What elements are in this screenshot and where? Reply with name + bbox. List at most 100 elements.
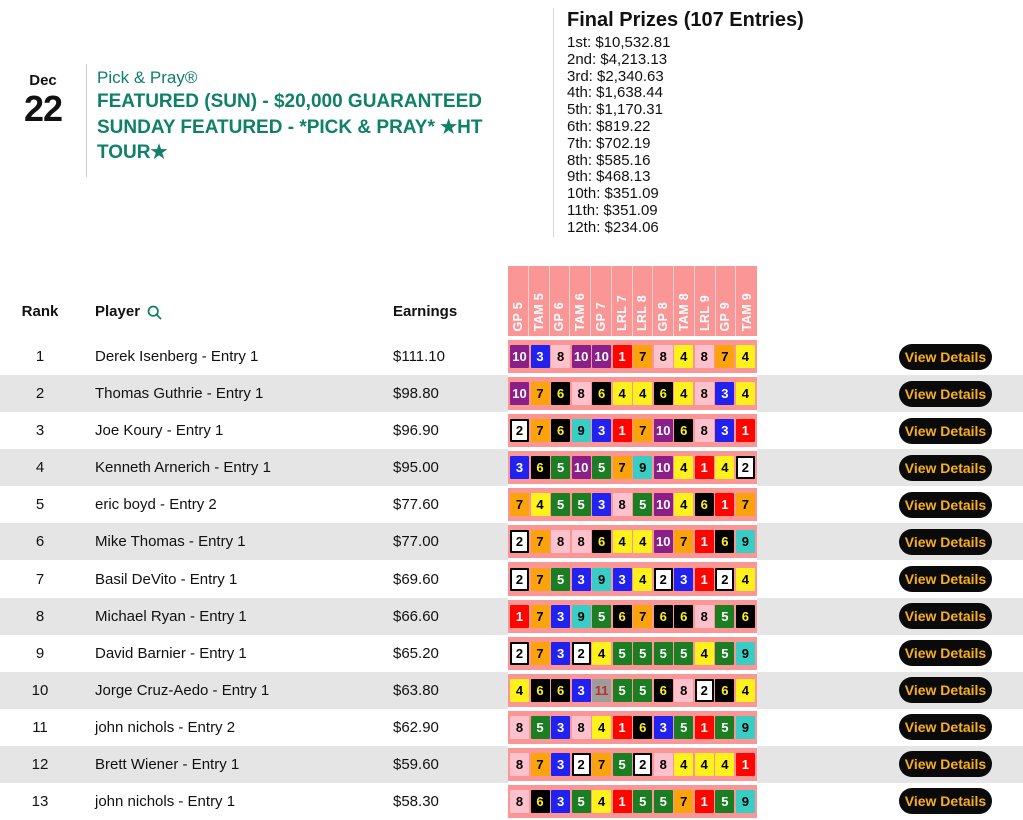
view-details-button[interactable]: View Details — [899, 640, 992, 667]
pick-cell: 4 — [715, 456, 735, 480]
table-row: 4 Kenneth Arnerich - Entry 1 $95.00 3 6 5 10 5 7… — [0, 449, 1023, 487]
player-cell: Joe Koury - Entry 1 — [95, 422, 224, 440]
pick-cell: 2 — [510, 641, 529, 665]
view-details-button[interactable]: View Details — [899, 454, 992, 481]
view-details-button[interactable]: View Details — [899, 714, 992, 741]
pick-cell: 7 — [633, 345, 653, 369]
table-row: 1 Derek Isenberg - Entry 1 $111.10 10 3 8 10 10… — [0, 338, 1023, 376]
prize-line: 6th: $819.22 — [567, 117, 651, 135]
table-row: 11 john nichols - Entry 2 $62.90 8 5 3 8 4 1 6 3 5 1… — [0, 708, 1023, 746]
player-cell: Michael Ryan - Entry 1 — [95, 607, 247, 625]
player-cell: Thomas Guthrie - Entry 1 — [95, 385, 264, 403]
player-cell: Derek Isenberg - Entry 1 — [95, 348, 259, 366]
pick-cell: 3 — [592, 493, 612, 517]
view-details-button[interactable]: View Details — [899, 566, 992, 592]
pick-cell: 2 — [633, 752, 653, 776]
pick-cell: 3 — [551, 641, 571, 665]
pick-cell: 3 — [715, 419, 735, 443]
pick-cell: 8 — [510, 789, 529, 813]
pick-cell: 4 — [510, 678, 529, 702]
pick-cell: 6 — [551, 419, 571, 443]
column-header-earnings: Earnings — [393, 303, 458, 320]
pick-cell: 4 — [674, 382, 694, 406]
pick-cell: 10 — [653, 419, 673, 443]
view-details-button[interactable]: View Details — [899, 677, 992, 704]
table-row: 12 Brett Wiener - Entry 1 $59.60 8 7 3 2 7 5 2 8 4 4… — [0, 745, 1023, 783]
prize-line: 5th: $1,170.31 — [567, 101, 663, 119]
pick-cell: 7 — [674, 530, 694, 554]
view-details-button[interactable]: View Details — [899, 788, 992, 815]
pick-cell: 1 — [612, 345, 632, 369]
rank-cell: 8 — [35, 607, 45, 625]
pick-cell: 4 — [715, 752, 735, 776]
pick-cell: 1 — [510, 604, 529, 628]
pick-cell: 6 — [551, 382, 571, 406]
pick-cell: 6 — [592, 382, 612, 406]
pick-cell: 6 — [633, 715, 653, 739]
column-header-player: Player — [95, 303, 162, 321]
pick-cell: 9 — [571, 419, 591, 443]
pick-cell: 10 — [510, 345, 529, 369]
pick-cell: 2 — [510, 419, 529, 443]
pick-cell: 5 — [571, 789, 591, 813]
pick-cell: 7 — [510, 493, 529, 517]
pick-cell: 5 — [633, 789, 653, 813]
rank-cell: 9 — [35, 644, 45, 662]
view-details-button[interactable]: View Details — [899, 528, 992, 555]
track-header: GP 5 TAM 5 GP 6 TAM 6 GP 7 LRL 7 LRL 8 GP 8 TAM … — [508, 266, 757, 336]
pick-cell: 4 — [633, 530, 653, 554]
view-details-button[interactable]: View Details — [899, 603, 992, 630]
view-details-button[interactable]: View Details — [899, 343, 992, 370]
track-column-label: LRL 7 — [614, 295, 629, 331]
pick-cell: 7 — [530, 752, 550, 776]
table-row: 8 Michael Ryan - Entry 1 $66.60 1 7 3 9 5 6 7 6 6 8 5… — [0, 597, 1023, 635]
track-column-header: TAM 8 — [674, 266, 695, 336]
pick-cell: 5 — [715, 604, 735, 628]
pick-cell: 8 — [694, 345, 714, 369]
view-details-button[interactable]: View Details — [899, 417, 992, 444]
pick-cell: 10 — [653, 456, 673, 480]
prize-line: 8th: $585.16 — [567, 151, 651, 169]
pick-cell: 3 — [653, 715, 673, 739]
track-column-label: GP 6 — [552, 301, 567, 331]
picks-strip: 4 6 6 3 11 5 5 6 8 2 6 4 — [508, 671, 757, 709]
view-details-button[interactable]: View Details — [899, 491, 992, 518]
player-cell: john nichols - Entry 2 — [95, 718, 236, 736]
pick-cell: 7 — [530, 419, 550, 443]
pick-cell: 6 — [735, 604, 755, 628]
player-cell: Brett Wiener - Entry 1 — [95, 755, 240, 773]
prize-line: 9th: $468.13 — [567, 168, 651, 186]
pick-cell: 5 — [674, 641, 694, 665]
pick-cell: 7 — [674, 789, 694, 813]
prize-line: 12th: $234.06 — [567, 218, 659, 236]
pick-cell: 3 — [674, 567, 694, 591]
pick-cell: 9 — [633, 456, 653, 480]
prize-line: 11th: $351.09 — [567, 201, 658, 219]
pick-cell: 10 — [653, 493, 673, 517]
view-details-button[interactable]: View Details — [899, 380, 992, 407]
pick-cell: 10 — [571, 456, 591, 480]
pick-cell: 4 — [674, 493, 694, 517]
leaderboard-rows: 1 Derek Isenberg - Entry 1 $111.10 10 3 8 10 10… — [0, 338, 1023, 820]
pick-cell: 4 — [674, 345, 694, 369]
pick-cell: 5 — [612, 752, 632, 776]
track-column-label: TAM 8 — [676, 292, 691, 331]
pick-cell: 2 — [571, 752, 591, 776]
rank-cell: 2 — [35, 385, 45, 403]
search-icon[interactable] — [147, 305, 162, 320]
pick-cell: 5 — [612, 641, 632, 665]
pick-cell: 5 — [612, 678, 632, 702]
pick-cell: 9 — [571, 604, 591, 628]
pick-cell: 6 — [715, 678, 735, 702]
view-details-button[interactable]: View Details — [899, 751, 992, 778]
prize-line: 2nd: $4,213.13 — [567, 50, 668, 68]
track-column-label: GP 9 — [718, 301, 733, 331]
pick-cell: 4 — [530, 493, 550, 517]
pick-cell: 5 — [592, 456, 612, 480]
earnings-cell: $66.60 — [393, 607, 439, 625]
track-column-header: LRL 7 — [612, 266, 633, 336]
pick-cell: 4 — [694, 641, 714, 665]
